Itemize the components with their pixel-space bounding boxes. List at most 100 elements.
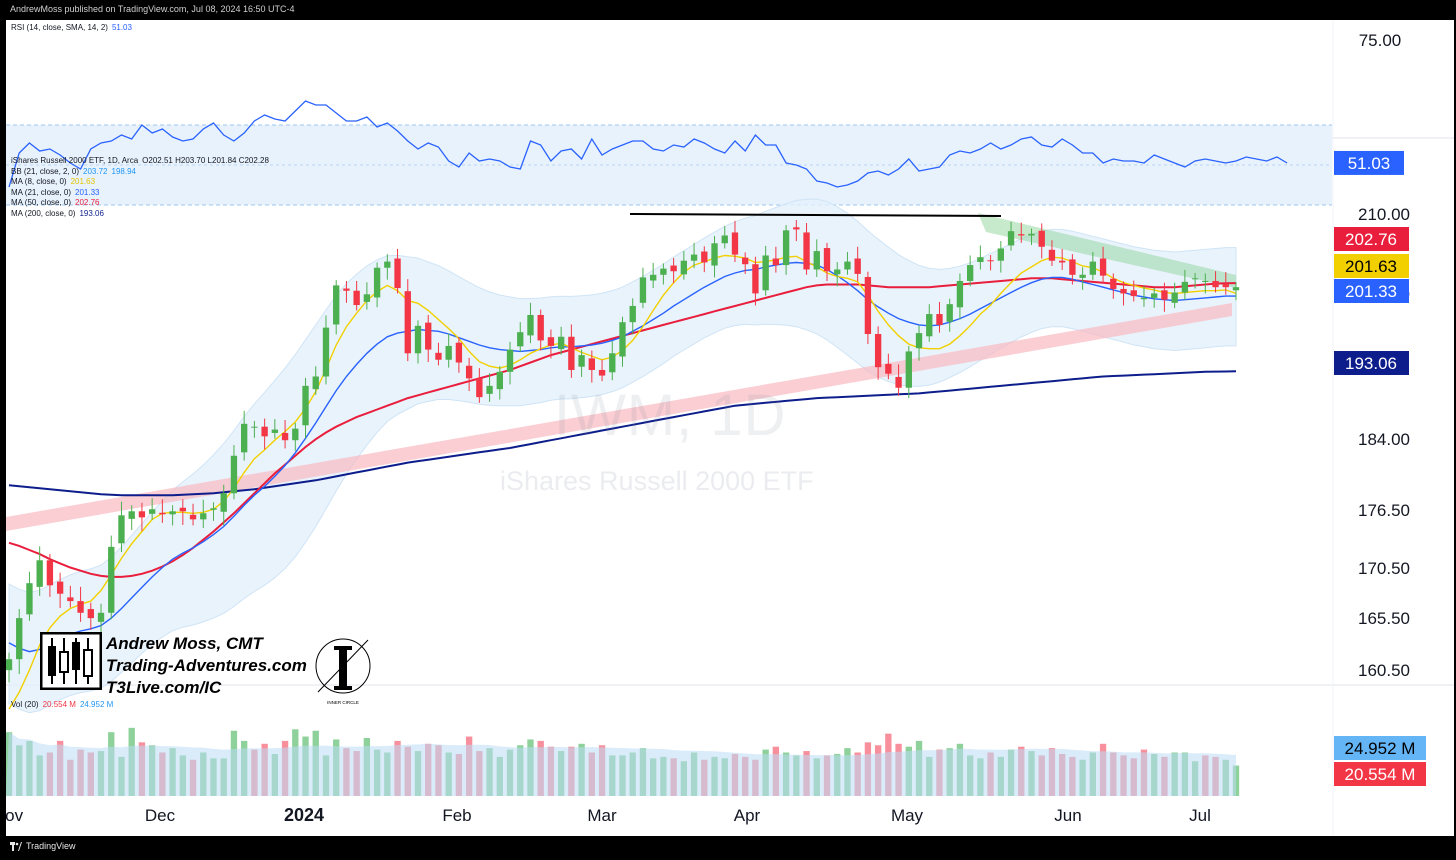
candle-body[interactable] bbox=[46, 560, 54, 586]
symbol-legend-row[interactable]: iShares Russell 2000 ETF, 1D, Arca O202.5… bbox=[11, 156, 273, 167]
candle-body[interactable] bbox=[793, 227, 800, 230]
candle-body[interactable] bbox=[261, 426, 268, 437]
candle-body[interactable] bbox=[813, 251, 820, 270]
candle-body[interactable] bbox=[803, 232, 810, 270]
candle-body[interactable] bbox=[547, 337, 555, 346]
candle-body[interactable] bbox=[87, 609, 94, 619]
volume-legend[interactable]: Vol (20) 20.554 M 24.952 M bbox=[11, 700, 117, 709]
candle-body[interactable] bbox=[1007, 231, 1015, 246]
candle-body[interactable] bbox=[701, 251, 708, 263]
rising-support-channel[interactable] bbox=[6, 303, 1232, 531]
ma8-legend-row[interactable]: MA (8, close, 0) 201.63 bbox=[11, 177, 273, 188]
candle-body[interactable] bbox=[680, 260, 688, 275]
candle-body[interactable] bbox=[639, 277, 647, 303]
candle-body[interactable] bbox=[1059, 260, 1066, 263]
candle-body[interactable] bbox=[721, 235, 728, 244]
candle-body[interactable] bbox=[864, 276, 872, 335]
candle-body[interactable] bbox=[373, 267, 381, 298]
candle-body[interactable] bbox=[394, 258, 401, 289]
candle-body[interactable] bbox=[241, 423, 248, 453]
candle-body[interactable] bbox=[598, 369, 606, 376]
candle-body[interactable] bbox=[885, 363, 892, 374]
candle-body[interactable] bbox=[159, 512, 166, 515]
candle-body[interactable] bbox=[169, 511, 176, 515]
candle-body[interactable] bbox=[414, 325, 422, 354]
rsi-line[interactable] bbox=[8, 100, 1288, 188]
candle-body[interactable] bbox=[578, 355, 585, 367]
candle-body[interactable] bbox=[568, 336, 575, 370]
candle-body[interactable] bbox=[496, 371, 503, 390]
candle-body[interactable] bbox=[1181, 281, 1189, 293]
candle-body[interactable] bbox=[1212, 280, 1219, 288]
candle-body[interactable] bbox=[1038, 230, 1045, 247]
candle-body[interactable] bbox=[854, 258, 861, 274]
candle-body[interactable] bbox=[752, 264, 759, 294]
candle-body[interactable] bbox=[926, 314, 933, 337]
candle-body[interactable] bbox=[1140, 297, 1148, 300]
candle-body[interactable] bbox=[1191, 278, 1199, 280]
candle-body[interactable] bbox=[936, 314, 943, 325]
candle-body[interactable] bbox=[905, 351, 912, 388]
candle-body[interactable] bbox=[210, 508, 217, 510]
candle-body[interactable] bbox=[333, 285, 340, 325]
candle-body[interactable] bbox=[895, 376, 902, 388]
candle-body[interactable] bbox=[629, 305, 636, 323]
candle-body[interactable] bbox=[128, 511, 135, 519]
candle-body[interactable] bbox=[782, 230, 790, 266]
candle-body[interactable] bbox=[36, 560, 43, 587]
candle-body[interactable] bbox=[1069, 259, 1076, 275]
candle-body[interactable] bbox=[915, 333, 923, 349]
candle-body[interactable] bbox=[1130, 290, 1137, 297]
candle-body[interactable] bbox=[711, 243, 718, 266]
candle-body[interactable] bbox=[67, 597, 74, 602]
candle-body[interactable] bbox=[772, 258, 780, 266]
candle-body[interactable] bbox=[486, 385, 493, 394]
candle-body[interactable] bbox=[476, 378, 483, 398]
candle-body[interactable] bbox=[987, 260, 994, 262]
candle-body[interactable] bbox=[200, 513, 207, 520]
candle-body[interactable] bbox=[77, 601, 84, 613]
candle-body[interactable] bbox=[956, 280, 964, 308]
resistance-line[interactable] bbox=[629, 213, 1002, 217]
candle-body[interactable] bbox=[465, 365, 473, 379]
candle-body[interactable] bbox=[619, 322, 626, 357]
candle-body[interactable] bbox=[56, 581, 64, 594]
candle-body[interactable] bbox=[1048, 249, 1056, 261]
candle-body[interactable] bbox=[660, 268, 667, 275]
candle-body[interactable] bbox=[302, 385, 309, 426]
candle-body[interactable] bbox=[353, 290, 360, 306]
candle-body[interactable] bbox=[1018, 234, 1025, 236]
candle-body[interactable] bbox=[997, 248, 1004, 261]
candle-body[interactable] bbox=[292, 428, 299, 441]
candle-body[interactable] bbox=[874, 334, 882, 368]
candle-body[interactable] bbox=[179, 507, 186, 512]
candle-body[interactable] bbox=[271, 429, 279, 433]
candle-body[interactable] bbox=[251, 426, 258, 428]
candle-body[interactable] bbox=[1222, 284, 1229, 288]
candle-body[interactable] bbox=[343, 288, 350, 291]
candle-body[interactable] bbox=[537, 314, 544, 341]
chart-canvas[interactable]: 75.0051.03210.00205.00184.00176.50170.50… bbox=[6, 20, 1454, 836]
candle-body[interactable] bbox=[16, 618, 23, 660]
candle-body[interactable] bbox=[1151, 293, 1158, 298]
candle-body[interactable] bbox=[455, 342, 463, 363]
candle-body[interactable] bbox=[6, 659, 13, 671]
ma200-legend-row[interactable]: MA (200, close, 0) 193.06 bbox=[11, 209, 273, 220]
candle-body[interactable] bbox=[1232, 287, 1240, 291]
candle-body[interactable] bbox=[1099, 258, 1107, 276]
main-legend[interactable]: iShares Russell 2000 ETF, 1D, Arca O202.5… bbox=[11, 156, 273, 220]
candle-body[interactable] bbox=[731, 232, 739, 255]
candle-body[interactable] bbox=[1028, 233, 1035, 236]
ma200-line[interactable] bbox=[8, 370, 1237, 497]
candle-body[interactable] bbox=[108, 546, 115, 613]
candle-body[interactable] bbox=[1161, 290, 1168, 300]
candle-body[interactable] bbox=[946, 304, 953, 322]
candle-body[interactable] bbox=[322, 327, 330, 377]
footer-brand[interactable]: TradingView bbox=[10, 841, 76, 851]
rsi-legend[interactable]: RSI (14, close, SMA, 14, 2) 51.03 bbox=[11, 23, 136, 32]
candle-body[interactable] bbox=[1110, 278, 1117, 289]
bb-legend-row[interactable]: BB (21, close, 2, 0) 203.72 198.94 bbox=[11, 167, 273, 178]
chart-panel[interactable]: 75.0051.03210.00205.00184.00176.50170.50… bbox=[6, 20, 1454, 836]
candle-body[interactable] bbox=[118, 515, 125, 544]
candle-body[interactable] bbox=[425, 322, 432, 350]
